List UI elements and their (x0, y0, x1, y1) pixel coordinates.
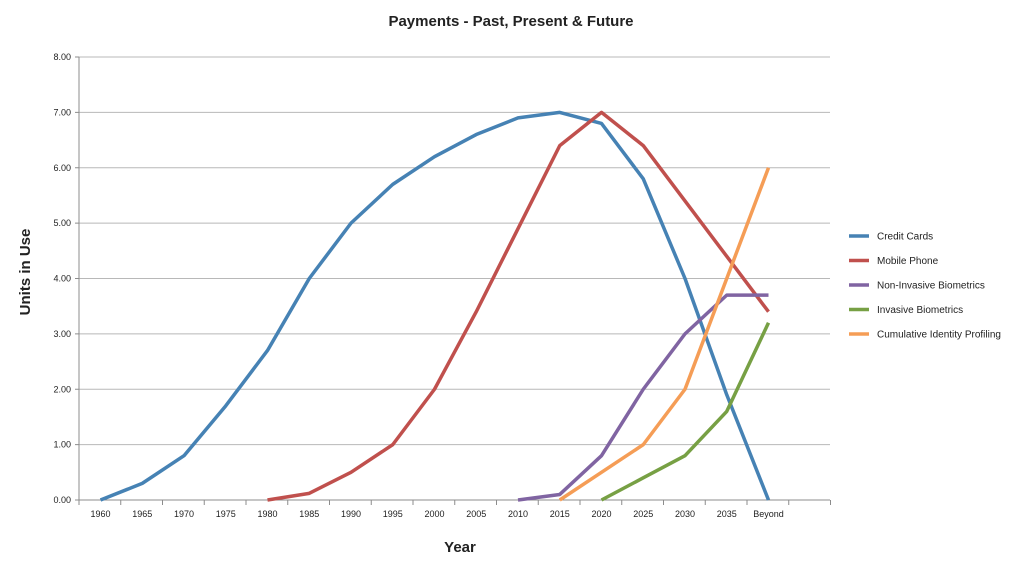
x-tick-label: 2025 (633, 509, 653, 519)
y-tick-label: 6.00 (53, 163, 71, 173)
x-tick-label: 1975 (216, 509, 236, 519)
gridlines (79, 56, 830, 446)
y-tick-label: 8.00 (53, 52, 71, 62)
series-line-credit-cards (99, 110, 771, 502)
y-tick-label: 1.00 (53, 440, 71, 450)
x-tick-label: 2000 (424, 509, 444, 519)
legend-label: Non-Invasive Biometrics (877, 281, 985, 292)
legend-item: Credit Cards (849, 232, 933, 243)
y-tick-label: 7.00 (53, 107, 71, 117)
y-tick-label: 3.00 (53, 329, 71, 339)
legend-item: Cumulative Identity Profiling (849, 330, 1001, 341)
x-tick-label: 1985 (299, 509, 319, 519)
x-tick-label: 1995 (383, 509, 403, 519)
legend: Credit Cards Mobile Phone Non-Invasive Bio… (849, 232, 1001, 341)
axes: 0.00 1.00 2.00 3.00 4.00 5.00 6.00 7.00 8.00 1960… (53, 52, 831, 519)
x-tick-label: Beyond (753, 509, 784, 519)
series-line-invasive-biometrics (600, 322, 771, 502)
x-tick-label: 2005 (466, 509, 486, 519)
series-line-mobile-phone (267, 110, 770, 502)
x-tick-label: 1980 (257, 509, 277, 519)
x-tick-label: 1990 (341, 509, 361, 519)
x-axis-title: Year (444, 539, 476, 556)
x-tick-label: 2020 (591, 509, 611, 519)
y-tick-label: 5.00 (53, 218, 71, 228)
x-tick-label: 2010 (508, 509, 528, 519)
chart-title: Payments - Past, Present & Future (388, 13, 633, 30)
y-tick-label: 0.00 (53, 495, 71, 505)
x-tick-label: 1965 (132, 509, 152, 519)
legend-label: Credit Cards (877, 232, 933, 243)
x-tick-label: 2015 (550, 509, 570, 519)
series-line-non-invasive-biometrics (517, 293, 769, 502)
legend-label: Mobile Phone (877, 256, 939, 267)
y-tick-label: 2.00 (53, 384, 71, 394)
y-axis-title: Units in Use (17, 229, 34, 316)
legend-label: Cumulative Identity Profiling (877, 330, 1001, 341)
x-tick-label: 2030 (675, 509, 695, 519)
x-tick-label: 1960 (90, 509, 110, 519)
legend-item: Mobile Phone (849, 256, 939, 267)
legend-item: Non-Invasive Biometrics (849, 281, 985, 292)
y-tick-label: 4.00 (53, 274, 71, 284)
series-line-cumulative-identity-profiling (558, 167, 771, 502)
series-lines (99, 110, 771, 502)
legend-label: Invasive Biometrics (877, 305, 963, 316)
legend-item: Invasive Biometrics (849, 305, 963, 316)
x-tick-label: 1970 (174, 509, 194, 519)
x-tick-label: 2035 (717, 509, 737, 519)
